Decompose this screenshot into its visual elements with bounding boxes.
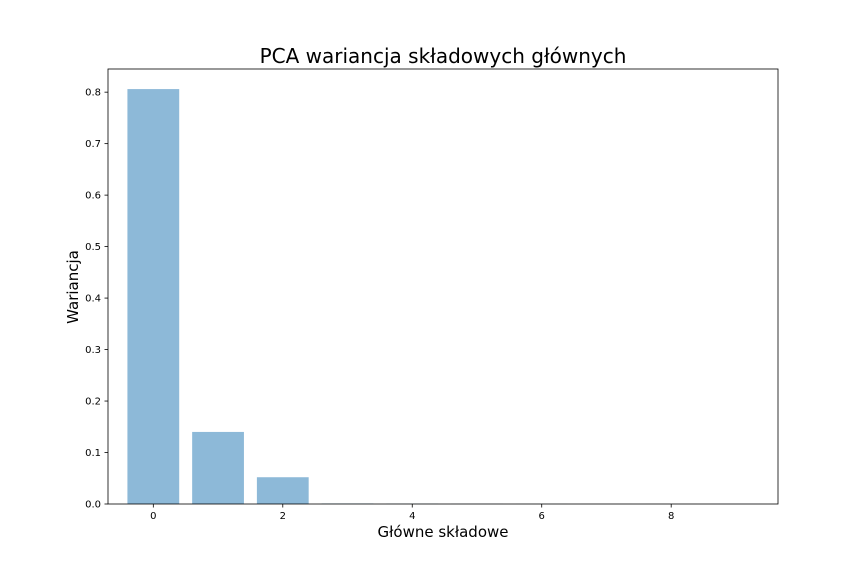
y-tick-label: 0.4 [85,294,101,305]
y-tick-label: 0.0 [85,500,101,511]
y-tick-label: 0.7 [85,139,101,150]
y-tick-label: 0.2 [85,397,101,408]
x-tick-label: 0 [150,511,156,522]
plot-area-frame [107,68,779,505]
y-tick-label: 0.1 [85,448,101,459]
x-tick-label: 6 [539,511,545,522]
y-tick-label: 0.8 [85,88,101,99]
x-tick-label: 8 [668,511,674,522]
y-tick-label: 0.3 [85,345,101,356]
x-tick-label: 2 [280,511,286,522]
y-tick-label: 0.5 [85,242,101,253]
bar-component-2 [256,477,309,504]
bar-component-0 [127,89,180,504]
y-tick-label: 0.6 [85,191,101,202]
y-axis-ticks: 0.0 0.1 0.2 0.3 0.4 0.5 0.6 0.7 0.8 [85,88,108,511]
x-axis-label: Główne składowe [378,523,509,541]
chart-title: PCA wariancja składowych głównych [260,44,627,68]
bar-component-1 [192,431,244,504]
x-axis-ticks: 0 2 4 6 8 [150,504,674,522]
y-axis-label: Wariancja [64,250,82,324]
x-tick-label: 4 [409,511,415,522]
